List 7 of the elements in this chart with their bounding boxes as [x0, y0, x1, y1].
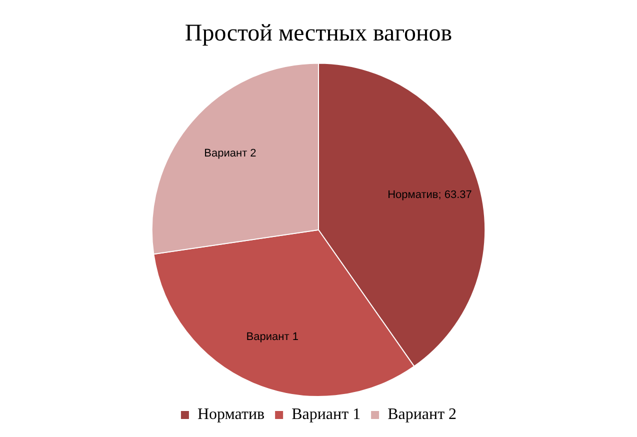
data-label: Вариант 2: [204, 148, 256, 160]
legend-label: Норматив: [197, 406, 266, 424]
chart-title: Простой местных вагонов: [184, 20, 452, 47]
legend-label: Вариант 1: [292, 406, 361, 424]
legend-label: Вариант 2: [388, 406, 457, 424]
data-label: Норматив; 63.37: [388, 188, 472, 201]
data-label: Вариант 1: [246, 331, 298, 344]
